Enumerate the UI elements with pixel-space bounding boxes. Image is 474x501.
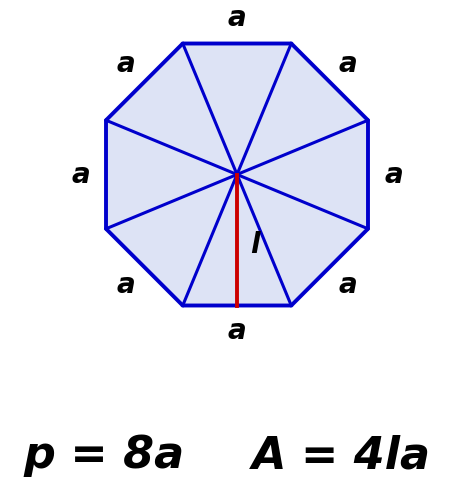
Text: a: a [384, 160, 403, 188]
Text: a: a [117, 50, 136, 78]
Text: a: a [71, 160, 90, 188]
Text: a: a [228, 4, 246, 32]
Text: l: l [250, 231, 259, 260]
Text: a: a [338, 271, 357, 299]
Text: a: a [338, 50, 357, 78]
Text: a: a [117, 271, 136, 299]
Text: p = 8a: p = 8a [24, 434, 185, 477]
Polygon shape [106, 44, 368, 306]
Text: A = 4la: A = 4la [252, 434, 431, 477]
Text: a: a [228, 317, 246, 345]
